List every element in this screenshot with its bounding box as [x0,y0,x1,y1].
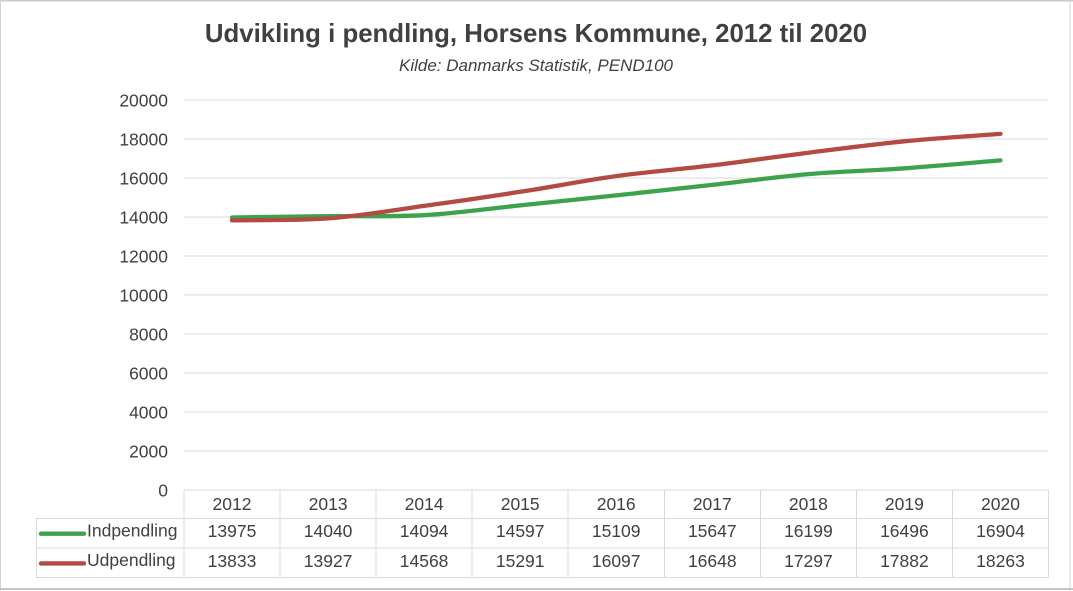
svg-text:20000: 20000 [119,90,168,110]
svg-text:Udvikling i pendling, Horsens: Udvikling i pendling, Horsens Kommune, 2… [205,20,867,48]
svg-text:Udpendling: Udpendling [87,550,176,570]
svg-text:2014: 2014 [405,494,444,514]
svg-text:18000: 18000 [119,129,168,149]
svg-text:17297: 17297 [784,551,833,571]
svg-text:4000: 4000 [129,402,168,422]
svg-text:14094: 14094 [400,521,449,541]
svg-text:10000: 10000 [119,285,168,305]
svg-text:14040: 14040 [304,521,353,541]
svg-text:6000: 6000 [129,363,168,383]
svg-text:Kilde: Danmarks Statistik, PEN: Kilde: Danmarks Statistik, PEND100 [399,56,674,75]
svg-text:14568: 14568 [400,551,449,571]
svg-text:Indpendling: Indpendling [87,521,178,541]
svg-text:16000: 16000 [119,168,168,188]
svg-text:18263: 18263 [976,551,1025,571]
svg-text:15647: 15647 [688,521,737,541]
svg-text:13833: 13833 [208,551,257,571]
svg-text:14000: 14000 [119,207,168,227]
svg-text:13927: 13927 [304,551,353,571]
svg-text:2017: 2017 [693,494,732,514]
svg-text:2018: 2018 [789,494,828,514]
svg-text:16648: 16648 [688,551,737,571]
svg-text:16097: 16097 [592,551,641,571]
svg-text:2012: 2012 [213,494,252,514]
svg-text:16904: 16904 [976,521,1025,541]
svg-text:2000: 2000 [129,441,168,461]
svg-text:2016: 2016 [597,494,636,514]
svg-text:0: 0 [158,480,168,500]
svg-text:16496: 16496 [880,521,929,541]
svg-text:2020: 2020 [981,494,1020,514]
svg-text:17882: 17882 [880,551,929,571]
svg-text:2019: 2019 [885,494,924,514]
svg-text:15109: 15109 [592,521,641,541]
svg-text:16199: 16199 [784,521,833,541]
svg-text:13975: 13975 [208,521,257,541]
svg-text:2013: 2013 [309,494,348,514]
svg-text:14597: 14597 [496,521,545,541]
svg-text:2015: 2015 [501,494,540,514]
svg-text:8000: 8000 [129,324,168,344]
svg-text:12000: 12000 [119,246,168,266]
svg-text:15291: 15291 [496,551,545,571]
